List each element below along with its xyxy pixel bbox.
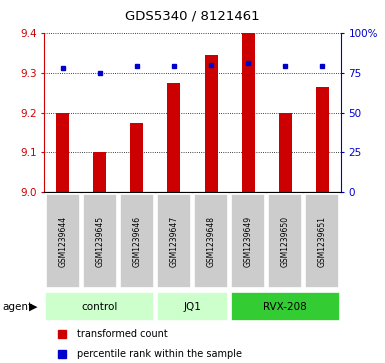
Bar xyxy=(94,152,106,192)
FancyBboxPatch shape xyxy=(231,194,265,289)
Text: transformed count: transformed count xyxy=(77,329,168,339)
Bar xyxy=(131,122,143,192)
Text: GSM1239647: GSM1239647 xyxy=(169,216,179,267)
FancyBboxPatch shape xyxy=(231,292,340,322)
Bar xyxy=(316,86,329,192)
Text: GSM1239651: GSM1239651 xyxy=(318,216,327,267)
Bar xyxy=(56,113,69,192)
Text: GDS5340 / 8121461: GDS5340 / 8121461 xyxy=(125,9,260,22)
Bar xyxy=(279,113,291,192)
FancyBboxPatch shape xyxy=(120,194,154,289)
FancyBboxPatch shape xyxy=(45,292,154,322)
Text: RVX-208: RVX-208 xyxy=(263,302,307,312)
Bar xyxy=(167,82,181,192)
FancyBboxPatch shape xyxy=(194,194,228,289)
Text: GSM1239649: GSM1239649 xyxy=(244,216,253,267)
Text: percentile rank within the sample: percentile rank within the sample xyxy=(77,349,242,359)
Text: JQ1: JQ1 xyxy=(184,302,201,312)
FancyBboxPatch shape xyxy=(157,194,191,289)
Text: GSM1239644: GSM1239644 xyxy=(58,216,67,267)
FancyBboxPatch shape xyxy=(83,194,117,289)
Text: GSM1239645: GSM1239645 xyxy=(95,216,104,267)
FancyBboxPatch shape xyxy=(268,194,302,289)
FancyBboxPatch shape xyxy=(46,194,80,289)
Text: ▶: ▶ xyxy=(29,302,37,312)
Text: GSM1239650: GSM1239650 xyxy=(281,216,290,267)
Text: GSM1239648: GSM1239648 xyxy=(206,216,216,267)
Text: GSM1239646: GSM1239646 xyxy=(132,216,141,267)
Text: control: control xyxy=(82,302,118,312)
Bar xyxy=(204,54,218,192)
Text: agent: agent xyxy=(2,302,32,312)
FancyBboxPatch shape xyxy=(157,292,228,322)
Bar xyxy=(242,33,254,192)
FancyBboxPatch shape xyxy=(305,194,339,289)
